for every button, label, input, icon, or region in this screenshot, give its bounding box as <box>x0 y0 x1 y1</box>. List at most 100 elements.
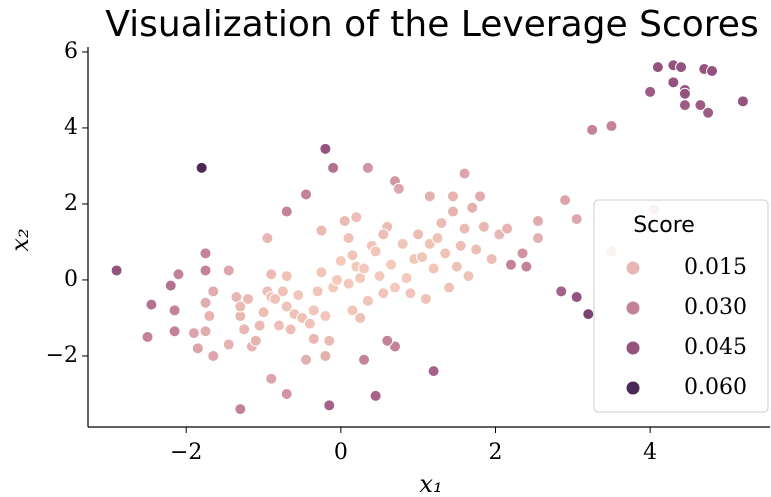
legend-marker <box>625 340 641 356</box>
point <box>280 205 293 218</box>
point <box>477 220 490 233</box>
point <box>454 239 467 252</box>
legend-marker <box>625 260 641 276</box>
legend-label: 0.030 <box>684 295 747 320</box>
point <box>319 349 332 362</box>
legend-marker <box>625 300 641 316</box>
point <box>361 161 374 174</box>
point <box>300 353 313 366</box>
point <box>187 327 200 340</box>
point <box>292 289 305 302</box>
point <box>323 399 336 412</box>
point <box>145 298 158 311</box>
point <box>334 254 347 267</box>
point <box>446 205 459 218</box>
point <box>338 215 351 228</box>
point <box>427 262 440 275</box>
y-tick-label: 6 <box>64 39 78 64</box>
point <box>342 277 355 290</box>
x-tick-label: 4 <box>643 440 657 465</box>
point <box>199 247 212 260</box>
point <box>373 270 386 283</box>
point <box>207 285 220 298</box>
point <box>369 245 382 258</box>
point <box>443 281 456 294</box>
point <box>400 272 413 285</box>
point <box>412 228 425 241</box>
point <box>419 292 432 305</box>
x-tick-label: 2 <box>488 440 502 465</box>
point <box>675 61 688 74</box>
point <box>346 249 359 262</box>
point <box>191 342 204 355</box>
point <box>342 232 355 245</box>
point <box>470 243 483 256</box>
point <box>555 285 568 298</box>
point <box>586 123 599 136</box>
y-tick-label: 0 <box>64 267 78 292</box>
point <box>207 349 220 362</box>
point <box>644 85 657 98</box>
point <box>319 142 332 155</box>
point <box>253 319 266 332</box>
point <box>427 365 440 378</box>
point <box>582 308 595 321</box>
point <box>110 264 123 277</box>
point <box>350 211 363 224</box>
point <box>381 334 394 347</box>
point <box>234 300 247 313</box>
point <box>532 232 545 245</box>
point <box>164 279 177 292</box>
point <box>358 353 371 366</box>
point <box>257 306 270 319</box>
point <box>678 87 691 100</box>
point <box>706 64 719 77</box>
point <box>450 260 463 273</box>
legend-title: Score <box>633 213 695 238</box>
point <box>303 317 316 330</box>
point <box>377 228 390 241</box>
point <box>323 334 336 347</box>
point <box>315 266 328 279</box>
point <box>559 194 572 207</box>
x-tick-label: 0 <box>334 440 348 465</box>
point <box>435 216 448 229</box>
point <box>458 222 471 235</box>
point <box>280 387 293 400</box>
point <box>307 304 320 317</box>
point <box>651 61 664 74</box>
point <box>272 319 285 332</box>
point <box>736 95 749 108</box>
point <box>532 215 545 228</box>
point <box>315 224 328 237</box>
point <box>300 188 313 201</box>
legend-label: 0.015 <box>684 255 747 280</box>
point <box>280 270 293 283</box>
point <box>242 292 255 305</box>
point <box>570 291 583 304</box>
point <box>234 403 247 416</box>
point <box>141 330 154 343</box>
point <box>678 99 691 112</box>
point <box>388 281 401 294</box>
point <box>416 251 429 264</box>
legend-marker <box>625 380 641 396</box>
point <box>199 264 212 277</box>
point <box>501 222 514 235</box>
point <box>199 296 212 309</box>
point <box>222 264 235 277</box>
y-tick-label: 4 <box>64 115 78 140</box>
point <box>195 161 208 174</box>
point <box>311 285 324 298</box>
point <box>466 201 479 214</box>
point <box>396 237 409 250</box>
point <box>280 300 293 313</box>
point <box>199 325 212 338</box>
legend-box <box>593 199 769 413</box>
point <box>504 258 517 271</box>
point <box>446 190 459 203</box>
point <box>276 285 289 298</box>
point <box>168 304 181 317</box>
point <box>474 190 487 203</box>
point <box>385 258 398 271</box>
